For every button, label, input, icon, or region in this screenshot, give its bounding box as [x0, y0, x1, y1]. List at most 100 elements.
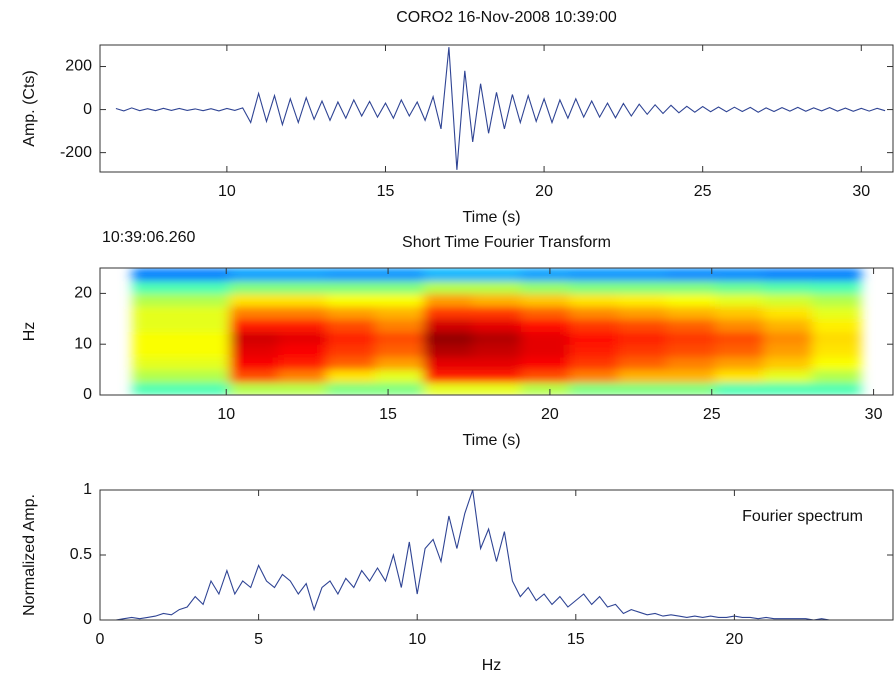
- heatmap-cell: [375, 369, 425, 383]
- heatmap-cell: [229, 318, 279, 332]
- heatmap-cell: [714, 268, 765, 282]
- heatmap-cell: [812, 318, 862, 332]
- x-tick-label: 10: [218, 183, 236, 200]
- heatmap-cell: [569, 293, 619, 307]
- heatmap-cell: [714, 369, 765, 383]
- heatmap-cell: [617, 369, 667, 383]
- heatmap-cell: [763, 331, 813, 345]
- heatmap-cell: [326, 344, 376, 358]
- y-tick-label: 20: [74, 285, 92, 302]
- heatmap-cell: [812, 268, 862, 282]
- heatmap-cell: [132, 344, 182, 358]
- heatmap-cell: [520, 356, 570, 371]
- heatmap-cell: [714, 356, 765, 371]
- heatmap-cell: [812, 306, 862, 320]
- y-axis-label: Amp. (Cts): [21, 70, 38, 146]
- x-tick-label: 20: [535, 183, 553, 200]
- heatmap-cell: [812, 331, 862, 345]
- y-tick-label: 0: [83, 386, 92, 403]
- heatmap-cell: [326, 293, 376, 307]
- heatmap-cell: [520, 306, 570, 320]
- heatmap-cell: [666, 356, 716, 371]
- y-tick-label: 0.5: [70, 546, 92, 563]
- heatmap-cell: [375, 318, 425, 332]
- y-axis-label: Hz: [21, 322, 38, 342]
- heatmap-cell: [520, 318, 570, 332]
- heatmap-cell: [278, 306, 328, 320]
- heatmap-cell: [714, 331, 765, 345]
- heatmap-cell: [714, 280, 765, 294]
- heatmap-cell: [812, 369, 862, 383]
- heatmap-cell: [278, 280, 328, 294]
- x-tick-label: 15: [567, 631, 585, 648]
- x-tick-label: 30: [852, 183, 870, 200]
- x-axis-label: Time (s): [462, 432, 520, 449]
- heatmap-cell: [714, 382, 765, 395]
- axes-box: [99, 267, 894, 396]
- heatmap-cell: [423, 356, 473, 371]
- heatmap-cell: [569, 369, 619, 383]
- heatmap-cell: [423, 293, 473, 307]
- annotation: Fourier spectrum: [742, 508, 863, 525]
- heatmap-cell: [666, 268, 716, 282]
- heatmap-cell: [326, 280, 376, 294]
- panel: 10 15 20 25 30 -200 0 200 CORO2 16-Nov-2008 10:3…: [21, 9, 894, 226]
- heatmap-cell: [180, 331, 230, 345]
- heatmap-cell: [520, 344, 570, 358]
- heatmap-cell: [180, 280, 230, 294]
- y-axis-label: Normalized Amp.: [21, 494, 38, 616]
- heatmap-cell: [278, 382, 328, 395]
- heatmap-cell: [229, 268, 279, 282]
- heatmap-cell: [617, 293, 667, 307]
- heatmap-cell: [229, 356, 279, 371]
- heatmap-cell: [423, 306, 473, 320]
- heatmap-cell: [714, 318, 765, 332]
- heatmap-cell: [617, 268, 667, 282]
- heatmap-cell: [278, 293, 328, 307]
- plot-area: [132, 268, 862, 395]
- heatmap-cell: [375, 382, 425, 395]
- x-axis-label: Time (s): [462, 209, 520, 226]
- heatmap-cell: [472, 382, 522, 395]
- heatmap-cell: [132, 280, 182, 294]
- heatmap-cell: [326, 331, 376, 345]
- heatmap-cell: [520, 369, 570, 383]
- heatmap-cell: [180, 268, 230, 282]
- x-tick-label: 30: [865, 406, 883, 423]
- chart-title: Short Time Fourier Transform: [402, 234, 611, 251]
- x-tick-label: 5: [254, 631, 263, 648]
- heatmap-cell: [132, 356, 182, 371]
- heatmap-cell: [229, 382, 279, 395]
- data-line: [115, 47, 886, 170]
- heatmap-cell: [375, 344, 425, 358]
- heatmap-cell: [472, 344, 522, 358]
- heatmap-cell: [326, 268, 376, 282]
- heatmap-cell: [229, 293, 279, 307]
- heatmap-cell: [812, 293, 862, 307]
- heatmap-cell: [132, 382, 182, 395]
- heatmap-cell: [375, 293, 425, 307]
- heatmap-cell: [666, 293, 716, 307]
- heatmap-cell: [375, 356, 425, 371]
- heatmap-cell: [617, 356, 667, 371]
- heatmap-cell: [180, 369, 230, 383]
- heatmap-cell: [132, 369, 182, 383]
- heatmap-cell: [278, 268, 328, 282]
- heatmap-cell: [423, 318, 473, 332]
- y-tick-label: 0: [83, 611, 92, 628]
- heatmap-cell: [569, 382, 619, 395]
- heatmap-cell: [132, 331, 182, 345]
- heatmap-cell: [812, 356, 862, 371]
- heatmap-cell: [763, 369, 813, 383]
- heatmap-cell: [714, 293, 765, 307]
- heatmap-cell: [326, 306, 376, 320]
- heatmap-cell: [666, 306, 716, 320]
- panel: 10 15 20 25 30 0 10 20 Short Time Fourier Transf…: [21, 229, 894, 449]
- x-tick-label: 15: [379, 406, 397, 423]
- heatmap-cell: [520, 331, 570, 345]
- heatmap-cell: [472, 280, 522, 294]
- heatmap-cell: [520, 268, 570, 282]
- heatmap-cell: [472, 331, 522, 345]
- heatmap-cell: [617, 382, 667, 395]
